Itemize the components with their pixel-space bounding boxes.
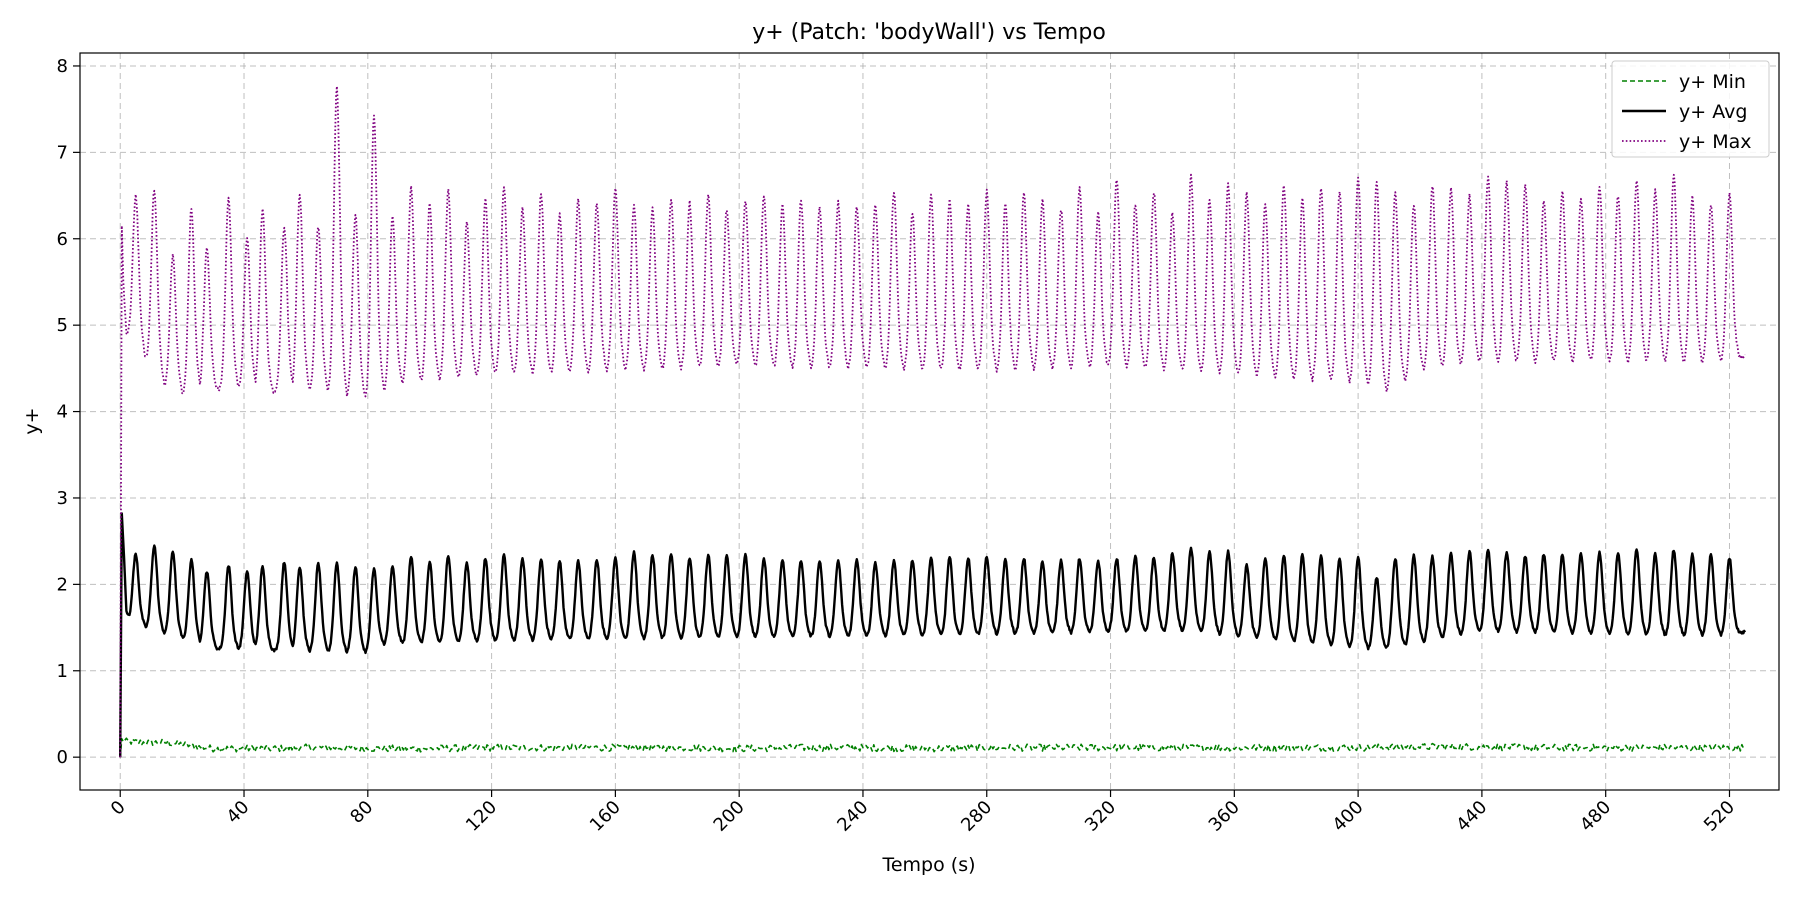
- y-tick-label: 1: [57, 661, 68, 682]
- legend-entry-label: y+ Avg: [1679, 101, 1747, 123]
- y-tick-label: 3: [57, 488, 68, 509]
- legend-entry-label: y+ Max: [1679, 131, 1751, 153]
- y-tick-label: 5: [57, 315, 68, 336]
- y-tick-label: 6: [57, 229, 68, 250]
- plot-area-frame: [79, 52, 1780, 791]
- series-line-dotted: [119, 85, 1746, 758]
- y-tick-label: 8: [57, 56, 68, 77]
- y-tick-label: 4: [57, 402, 68, 423]
- series-line-solid: [119, 512, 1747, 758]
- y-tick-label: 2: [57, 574, 68, 595]
- y-tick-label: 7: [57, 142, 68, 163]
- x-axis-label: Tempo (s): [881, 854, 975, 876]
- y-axis-label: y+: [21, 407, 43, 434]
- legend-box: [1611, 60, 1770, 158]
- series-lines: [119, 85, 1747, 758]
- chart-title: y+ (Patch: 'bodyWall') vs Tempo: [752, 20, 1106, 45]
- legend-entry-label: y+ Min: [1679, 71, 1746, 93]
- grid-lines: [80, 53, 1779, 790]
- legend: y+ Min y+ Avg y+ Max: [1611, 60, 1770, 158]
- y-tick-label: 0: [57, 747, 68, 768]
- y-axis-ticks: 0 1 2 3 4 5 6 7 8: [57, 56, 80, 768]
